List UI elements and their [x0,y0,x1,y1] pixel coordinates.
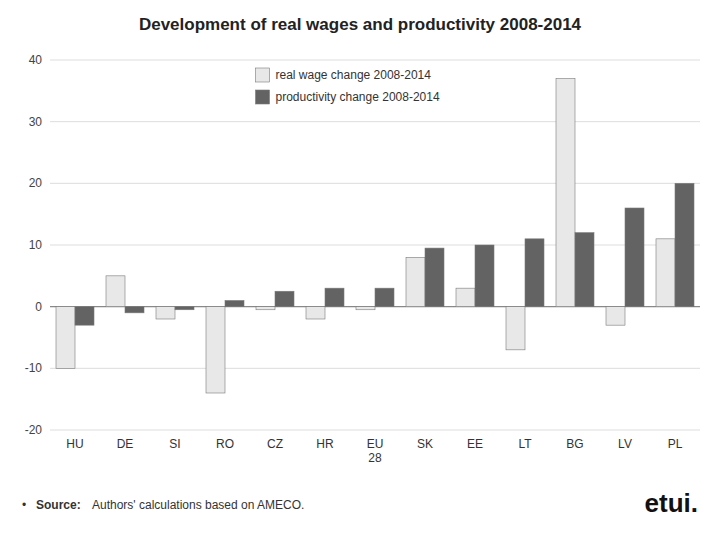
y-tick-label: 20 [29,176,43,190]
bar [625,208,644,307]
grid [50,60,700,430]
legend: real wage change 2008-2014 productivity c… [256,68,440,104]
bar [225,301,244,307]
legend-swatch [256,68,270,82]
x-tick-label: SK [417,437,433,451]
bar [406,257,425,306]
y-tick-label: -10 [25,361,43,375]
title: Development of real wages and productivi… [139,15,582,34]
x-tick-label: HU [66,437,83,451]
grid-line [50,368,700,369]
bar [56,307,75,369]
annotation: • [22,498,26,512]
x-tick-label: EE [467,437,483,451]
bar [375,288,394,307]
x-tick-label: LT [518,437,532,451]
bar [506,307,525,350]
annotation: Authors' calculations based on AMECO. [92,498,304,512]
y-tick-label: 0 [35,300,42,314]
legend-label: real wage change 2008-2014 [276,68,432,82]
x-tick-label: EU28 [367,437,384,465]
y-tick-label: 10 [29,238,43,252]
bar [156,307,175,319]
grid-line [50,430,700,431]
bar [325,288,344,307]
bar [606,307,625,326]
y-tick-label: 30 [29,115,43,129]
annotation: Source: [36,498,81,512]
bars [56,79,694,394]
bar [256,307,275,310]
bar [125,307,144,313]
y-tick-label: 40 [29,53,43,67]
x-tick-label: PL [668,437,683,451]
legend-label: productivity change 2008-2014 [276,90,440,104]
background [0,0,720,540]
bar [675,183,694,306]
annotation: etui. [645,488,698,518]
x-tick-label: CZ [267,437,283,451]
bar [275,291,294,306]
bar [206,307,225,393]
legend-swatch [256,90,270,104]
bar [106,276,125,307]
grid-line [50,60,700,61]
bar [306,307,325,319]
grid-line [50,183,700,184]
x-tick-label: HR [316,437,334,451]
bar [75,307,94,326]
x-tick-label: SI [169,437,180,451]
bar [575,233,594,307]
bar [656,239,675,307]
bar [456,288,475,307]
bar [175,307,194,310]
bar [525,239,544,307]
x-tick-label: RO [216,437,234,451]
bar [556,79,575,307]
bar [425,248,444,307]
grid-line [50,121,700,122]
chart: Development of real wages and productivi… [0,0,720,540]
x-tick-label: LV [618,437,632,451]
x-tick-label: BG [566,437,583,451]
bar [356,307,375,310]
y-tick-label: -20 [25,423,43,437]
x-tick-label: DE [117,437,134,451]
bar [475,245,494,307]
grid-line [50,245,700,246]
